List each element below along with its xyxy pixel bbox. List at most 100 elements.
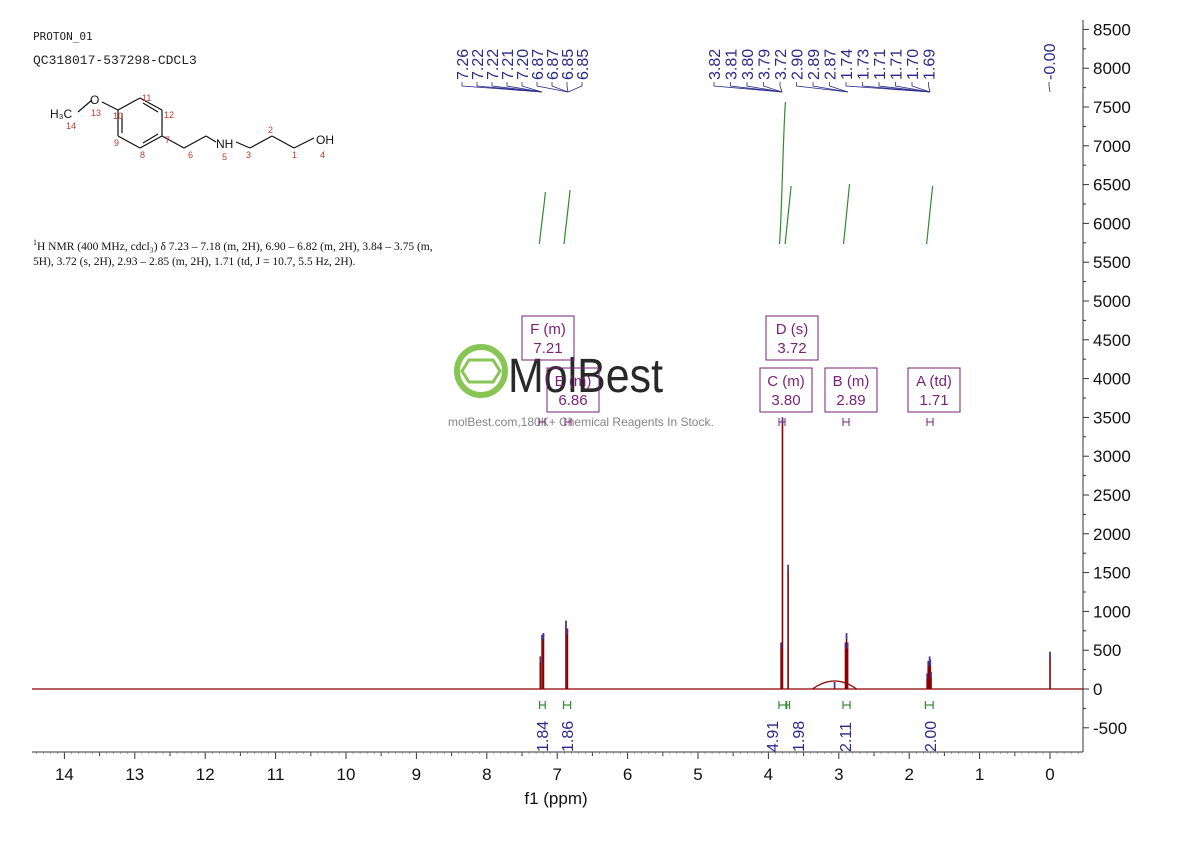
y-tick-label: 4500 [1093, 331, 1131, 350]
peak-label-leader [812, 82, 849, 93]
integral-curve [926, 185, 934, 245]
nmr-description: 1H NMR (400 MHz, cdcl₃) δ 7.23 – 7.18 (m… [33, 235, 453, 270]
multiplet-shift: 6.86 [558, 392, 587, 409]
y-tick-label: 500 [1093, 641, 1121, 660]
broad-oh-hump [812, 680, 857, 690]
atom-number-14: 14 [66, 121, 76, 131]
peak-label: 1.74 [839, 49, 856, 80]
x-tick-label: 9 [412, 765, 421, 784]
watermark-logo-icon [454, 344, 508, 398]
y-tick-label: 7000 [1093, 137, 1131, 156]
integral-value: 2.11 [838, 722, 855, 752]
y-tick-label: 5500 [1093, 253, 1131, 272]
peak-label-leader [746, 82, 783, 93]
peak-label: 3.79 [757, 49, 774, 80]
peak-label: 2.90 [790, 49, 807, 80]
peak-label-leader [567, 82, 583, 93]
peak-label: 1.73 [856, 49, 873, 80]
peak-label-leader [845, 82, 931, 93]
peak-label-leader [506, 82, 543, 93]
peak-label: -0.00 [1042, 43, 1059, 80]
x-tick-label: 4 [764, 765, 773, 784]
peak-label: 1.71 [872, 49, 889, 80]
peak-label: 6.85 [575, 49, 592, 80]
atom-number-1: 1 [292, 150, 297, 160]
peak-label-leader [911, 82, 931, 93]
atom-number-8: 8 [140, 150, 145, 160]
peak-label-leader [895, 82, 931, 93]
multiplet-box [546, 367, 600, 413]
multiplet-box [521, 315, 575, 361]
multiplet-label: B (m) [833, 373, 870, 390]
peak-label-leader [476, 82, 543, 93]
multiplet-shift: 3.80 [771, 392, 800, 409]
atom-number-9: 9 [114, 138, 119, 148]
atom-amine: NH [216, 137, 233, 151]
peak-label: 3.80 [740, 49, 757, 80]
peak-label-leader [521, 82, 543, 93]
peak-label: 7.22 [485, 49, 502, 80]
peak-label: 6.85 [560, 49, 577, 80]
multiplet-label: D (s) [776, 321, 809, 338]
x-tick-label: 3 [834, 765, 843, 784]
integral-curve [563, 189, 571, 245]
x-tick-label: 10 [337, 765, 356, 784]
y-tick-label: 1000 [1093, 602, 1131, 621]
y-tick-label: 6000 [1093, 214, 1131, 233]
peak-label: 2.87 [823, 49, 840, 80]
integral-value: 4.91 [765, 721, 782, 752]
peak-label-leader [796, 82, 849, 93]
x-tick-label: 13 [125, 765, 144, 784]
multiplet-box [824, 367, 878, 413]
peak-label: 6.87 [545, 49, 562, 80]
x-tick-label: 0 [1045, 765, 1054, 784]
atom-number-11: 11 [142, 93, 151, 103]
integral-value: 1.98 [791, 721, 808, 752]
peak-label-leader [779, 82, 783, 93]
atom-number-5: 5 [222, 152, 227, 162]
atom-number-7: 7 [165, 135, 170, 145]
integral-value: 1.86 [560, 721, 577, 752]
integral-curve [538, 191, 547, 245]
atom-methyl: H₃C [50, 107, 73, 121]
multiplet-label: E (m) [555, 373, 592, 390]
y-tick-label: 8000 [1093, 59, 1131, 78]
x-tick-label: 7 [552, 765, 561, 784]
x-tick-label: 5 [693, 765, 702, 784]
isotope-superscript: 1 [33, 238, 37, 247]
peak-label-leader [730, 82, 783, 93]
y-tick-label: 8500 [1093, 20, 1131, 39]
spectrum-trace [32, 417, 1083, 690]
chemical-structure: H₃C O NH OH 14 13 10 11 12 7 9 8 6 5 3 2… [50, 93, 334, 162]
x-tick-label: 12 [196, 765, 215, 784]
y-tick-label: 6500 [1093, 176, 1131, 195]
axes: 14 13 12 11 10 9 8 7 6 5 4 3 2 1 0-5000500100015002000… [32, 20, 1131, 808]
watermark-hexagon-icon [460, 358, 502, 384]
peak-label-leader [928, 82, 931, 93]
multiplet-label: F (m) [530, 321, 566, 338]
peak-label-leader [566, 82, 569, 93]
x-tick-label: 2 [904, 765, 913, 784]
integral-curves [538, 101, 934, 709]
x-tick-label: 11 [267, 765, 285, 784]
nmr-description-text: H NMR (400 MHz, cdcl₃) δ 7.23 – 7.18 (m,… [33, 240, 433, 268]
experiment-name: PROTON_01 [33, 30, 93, 43]
multiplet-label: A (td) [916, 373, 952, 390]
atom-number-10: 10 [113, 111, 123, 121]
multiplet-box [765, 315, 819, 361]
y-tick-label: 4000 [1093, 370, 1131, 389]
peak-label: 6.87 [530, 49, 547, 80]
integral-curve [784, 185, 792, 245]
y-tick-label: 3000 [1093, 447, 1131, 466]
y-tick-label: 1500 [1093, 564, 1131, 583]
y-tick-label: -500 [1093, 719, 1127, 738]
integral-curve [842, 183, 851, 245]
multiplet-shift: 7.21 [533, 340, 562, 357]
x-tick-label: 8 [482, 765, 491, 784]
watermark-brand: MolBest [508, 350, 663, 403]
peak-label-groups: 7.267.227.227.217.206.876.876.856.85 3.82… [455, 43, 1059, 93]
peak-label-leader [551, 82, 569, 93]
y-tick-label: 7500 [1093, 98, 1131, 117]
peak-label-leader [713, 82, 783, 93]
